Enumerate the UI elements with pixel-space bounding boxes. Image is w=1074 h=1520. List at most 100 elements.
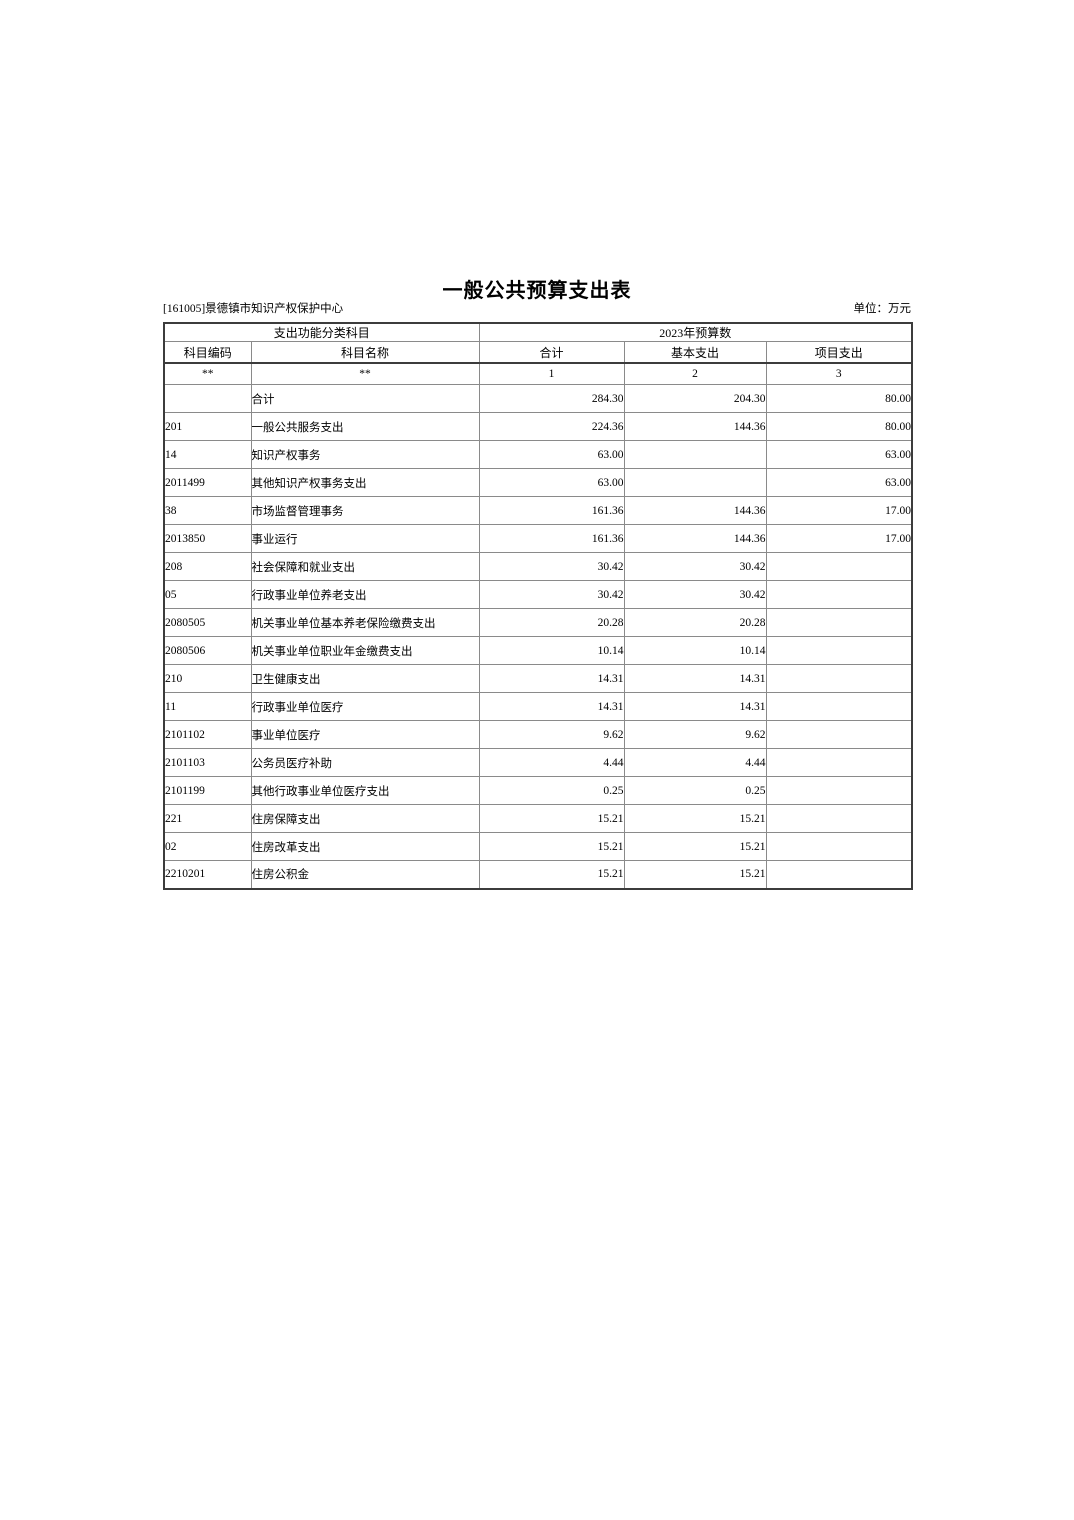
index-cell: **	[250, 362, 480, 385]
basic-expenditure-cell: 4.44	[623, 748, 767, 777]
group-header-row: 支出功能分类科目 2023年预算数	[163, 322, 913, 342]
total-cell: 63.00	[478, 440, 625, 469]
table-row: 208 社会保障和就业支出 30.42 30.42	[163, 552, 913, 581]
subject-code-cell: 02	[163, 832, 252, 861]
table-body: 合计 284.30 204.30 80.00 201 一般公共服务支出 224.36 144.…	[163, 384, 913, 889]
basic-expenditure-cell: 14.31	[623, 692, 767, 721]
total-cell: 224.36	[478, 412, 625, 441]
total-cell: 15.21	[478, 804, 625, 833]
total-cell: 4.44	[478, 748, 625, 777]
project-expenditure-cell	[765, 776, 913, 805]
subject-code-cell: 2080505	[163, 608, 252, 637]
project-expenditure-cell: 80.00	[765, 412, 913, 441]
basic-expenditure-cell: 15.21	[623, 804, 767, 833]
subject-name-cell: 行政事业单位医疗	[250, 692, 480, 721]
subject-code-cell: 2101199	[163, 776, 252, 805]
total-cell: 161.36	[478, 524, 625, 553]
subject-name-cell: 机关事业单位职业年金缴费支出	[250, 636, 480, 665]
table-row: 02 住房改革支出 15.21 15.21	[163, 832, 913, 861]
table-row: 05 行政事业单位养老支出 30.42 30.42	[163, 580, 913, 609]
table-row: 2101103 公务员医疗补助 4.44 4.44	[163, 748, 913, 777]
basic-expenditure-cell: 14.31	[623, 664, 767, 693]
subject-name-cell: 住房公积金	[250, 860, 480, 889]
project-expenditure-cell	[765, 832, 913, 861]
group-header-budget: 2023年预算数	[478, 322, 913, 342]
basic-expenditure-cell: 0.25	[623, 776, 767, 805]
project-expenditure-cell: 17.00	[765, 524, 913, 553]
subject-name-cell: 社会保障和就业支出	[250, 552, 480, 581]
subject-code-cell: 2210201	[163, 860, 252, 889]
subject-code-cell: 2080506	[163, 636, 252, 665]
total-cell: 15.21	[478, 832, 625, 861]
subject-code-cell: 2011499	[163, 468, 252, 497]
unit-label: 单位：万元	[853, 303, 912, 315]
table-row: 2080505 机关事业单位基本养老保险缴费支出 20.28 20.28	[163, 608, 913, 637]
subject-name-cell: 其他行政事业单位医疗支出	[250, 776, 480, 805]
subject-name-cell: 住房保障支出	[250, 804, 480, 833]
table-row: 38 市场监督管理事务 161.36 144.36 17.00	[163, 496, 913, 525]
total-cell: 63.00	[478, 468, 625, 497]
table-meta-row: [161005]景德镇市知识产权保护中心 单位：万元	[163, 301, 911, 317]
index-cell: **	[163, 362, 252, 385]
project-expenditure-cell	[765, 804, 913, 833]
subject-name-cell: 市场监督管理事务	[250, 496, 480, 525]
total-cell: 30.42	[478, 580, 625, 609]
subject-code-cell: 2101103	[163, 748, 252, 777]
basic-expenditure-cell	[623, 468, 767, 497]
project-expenditure-cell	[765, 552, 913, 581]
table-row: 14 知识产权事务 63.00 63.00	[163, 440, 913, 469]
total-cell: 284.30	[478, 384, 625, 413]
total-cell: 14.31	[478, 692, 625, 721]
project-expenditure-cell	[765, 692, 913, 721]
subject-code-cell: 2013850	[163, 524, 252, 553]
total-cell: 15.21	[478, 860, 625, 889]
budget-table: 支出功能分类科目 2023年预算数 科目编码 科目名称 合计 基本支出 项目支出…	[163, 322, 914, 890]
subject-code-cell: 208	[163, 552, 252, 581]
col-header-basic-expenditure: 基本支出	[623, 341, 767, 364]
table-row: 2210201 住房公积金 15.21 15.21	[163, 860, 913, 889]
total-cell: 0.25	[478, 776, 625, 805]
total-cell: 9.62	[478, 720, 625, 749]
col-header-subject-code: 科目编码	[163, 341, 252, 364]
subject-name-cell: 卫生健康支出	[250, 664, 480, 693]
table-row: 2080506 机关事业单位职业年金缴费支出 10.14 10.14	[163, 636, 913, 665]
basic-expenditure-cell: 30.42	[623, 552, 767, 581]
org-code-name: [161005]景德镇市知识产权保护中心	[163, 303, 344, 315]
subject-name-cell: 知识产权事务	[250, 440, 480, 469]
basic-expenditure-cell: 204.30	[623, 384, 767, 413]
table-row: 2011499 其他知识产权事务支出 63.00 63.00	[163, 468, 913, 497]
basic-expenditure-cell: 30.42	[623, 580, 767, 609]
table-row: 221 住房保障支出 15.21 15.21	[163, 804, 913, 833]
subject-code-cell: 14	[163, 440, 252, 469]
index-cell: 1	[478, 362, 625, 385]
table-row: 11 行政事业单位医疗 14.31 14.31	[163, 692, 913, 721]
total-cell: 14.31	[478, 664, 625, 693]
subject-code-cell: 2101102	[163, 720, 252, 749]
subject-name-cell: 行政事业单位养老支出	[250, 580, 480, 609]
project-expenditure-cell	[765, 608, 913, 637]
subject-name-cell: 机关事业单位基本养老保险缴费支出	[250, 608, 480, 637]
index-cell: 2	[623, 362, 767, 385]
table-row: 合计 284.30 204.30 80.00	[163, 384, 913, 413]
project-expenditure-cell	[765, 720, 913, 749]
subject-code-cell: 05	[163, 580, 252, 609]
project-expenditure-cell: 63.00	[765, 440, 913, 469]
table-row: 2101199 其他行政事业单位医疗支出 0.25 0.25	[163, 776, 913, 805]
index-cell: 3	[765, 362, 913, 385]
index-row: ** ** 1 2 3	[163, 362, 913, 385]
project-expenditure-cell	[765, 580, 913, 609]
total-cell: 20.28	[478, 608, 625, 637]
total-cell: 30.42	[478, 552, 625, 581]
subject-code-cell: 210	[163, 664, 252, 693]
project-expenditure-cell: 63.00	[765, 468, 913, 497]
subject-code-cell: 38	[163, 496, 252, 525]
basic-expenditure-cell: 144.36	[623, 524, 767, 553]
subject-name-cell: 住房改革支出	[250, 832, 480, 861]
subject-code-cell: 11	[163, 692, 252, 721]
page-title: 一般公共预算支出表	[442, 280, 632, 302]
column-header-row: 科目编码 科目名称 合计 基本支出 项目支出	[163, 341, 913, 364]
col-header-project-expenditure: 项目支出	[765, 341, 913, 364]
subject-code-cell: 201	[163, 412, 252, 441]
project-expenditure-cell	[765, 636, 913, 665]
